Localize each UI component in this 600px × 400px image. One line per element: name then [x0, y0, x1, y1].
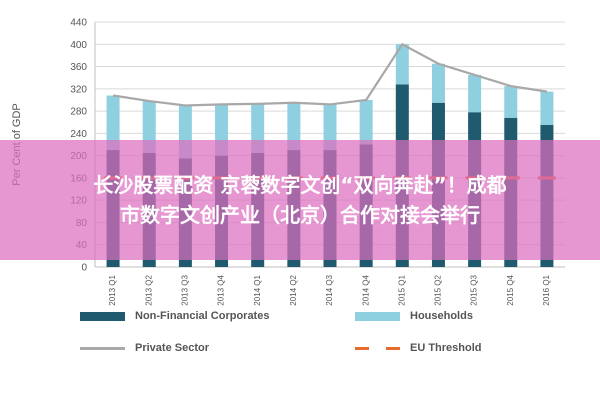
banner-line-1: 长沙股票配资 京蓉数字文创“双向奔赴”！成都 — [93, 173, 507, 197]
x-tick-label: 2014 Q2 — [289, 274, 298, 305]
y-tick-label: 280 — [70, 107, 87, 118]
x-tick-label: 2016 Q1 — [542, 274, 551, 305]
legend-item-eu: EU Threshold — [355, 342, 482, 354]
legend-label-eu: EU Threshold — [410, 342, 482, 354]
legend-item-private: Private Sector — [80, 342, 209, 354]
bar-households — [468, 74, 482, 113]
x-tick-label: 2014 Q4 — [361, 274, 370, 305]
bar-households — [359, 99, 373, 145]
legend-swatch-households — [355, 311, 400, 321]
legend-label-households: Households — [410, 310, 473, 322]
x-tick-label: 2015 Q3 — [470, 274, 479, 305]
private-sector-line — [112, 42, 548, 107]
bar-households — [540, 91, 554, 126]
x-tick-label: 2013 Q3 — [180, 274, 189, 305]
bar-households — [287, 102, 301, 151]
x-tick-label: 2015 Q1 — [397, 274, 406, 305]
legend-item-households: Households — [355, 310, 473, 322]
bar-households — [504, 86, 518, 118]
bar-households — [395, 44, 409, 85]
legend-swatch-private — [80, 346, 125, 350]
legend-swatch-nfc — [80, 311, 125, 321]
y-tick-label: 360 — [70, 62, 87, 73]
x-tick-label: 2014 Q3 — [325, 274, 334, 305]
banner-line-2: 市数字文创产业（北京）合作对接会举行 — [120, 203, 480, 227]
x-tick-label: 2013 Q1 — [108, 274, 117, 305]
bar-households — [431, 63, 445, 103]
y-tick-label: 440 — [70, 18, 87, 29]
x-tick-label: 2014 Q1 — [253, 274, 262, 305]
x-tick-label: 2015 Q2 — [434, 274, 443, 305]
y-tick-label: 240 — [70, 129, 87, 140]
legend: Non-Financial Corporates Households Priv… — [80, 310, 580, 370]
x-tick-label: 2013 Q4 — [217, 274, 226, 305]
legend-label-private: Private Sector — [135, 342, 209, 354]
x-tick-label: 2015 Q4 — [506, 274, 515, 305]
bar-households — [106, 95, 120, 151]
bar-households — [323, 104, 337, 151]
legend-item-nfc: Non-Financial Corporates — [80, 310, 269, 322]
x-tick-label: 2013 Q2 — [144, 274, 153, 305]
bar-households — [142, 101, 156, 153]
y-tick-label: 320 — [70, 84, 87, 95]
y-tick-label: 400 — [70, 40, 87, 51]
y-tick-label: 0 — [81, 263, 87, 274]
overlay-banner[interactable]: 长沙股票配资 京蓉数字文创“双向奔赴”！成都 市数字文创产业（北京）合作对接会举… — [0, 140, 600, 260]
legend-label-nfc: Non-Financial Corporates — [135, 310, 270, 322]
legend-swatch-eu — [355, 346, 400, 350]
